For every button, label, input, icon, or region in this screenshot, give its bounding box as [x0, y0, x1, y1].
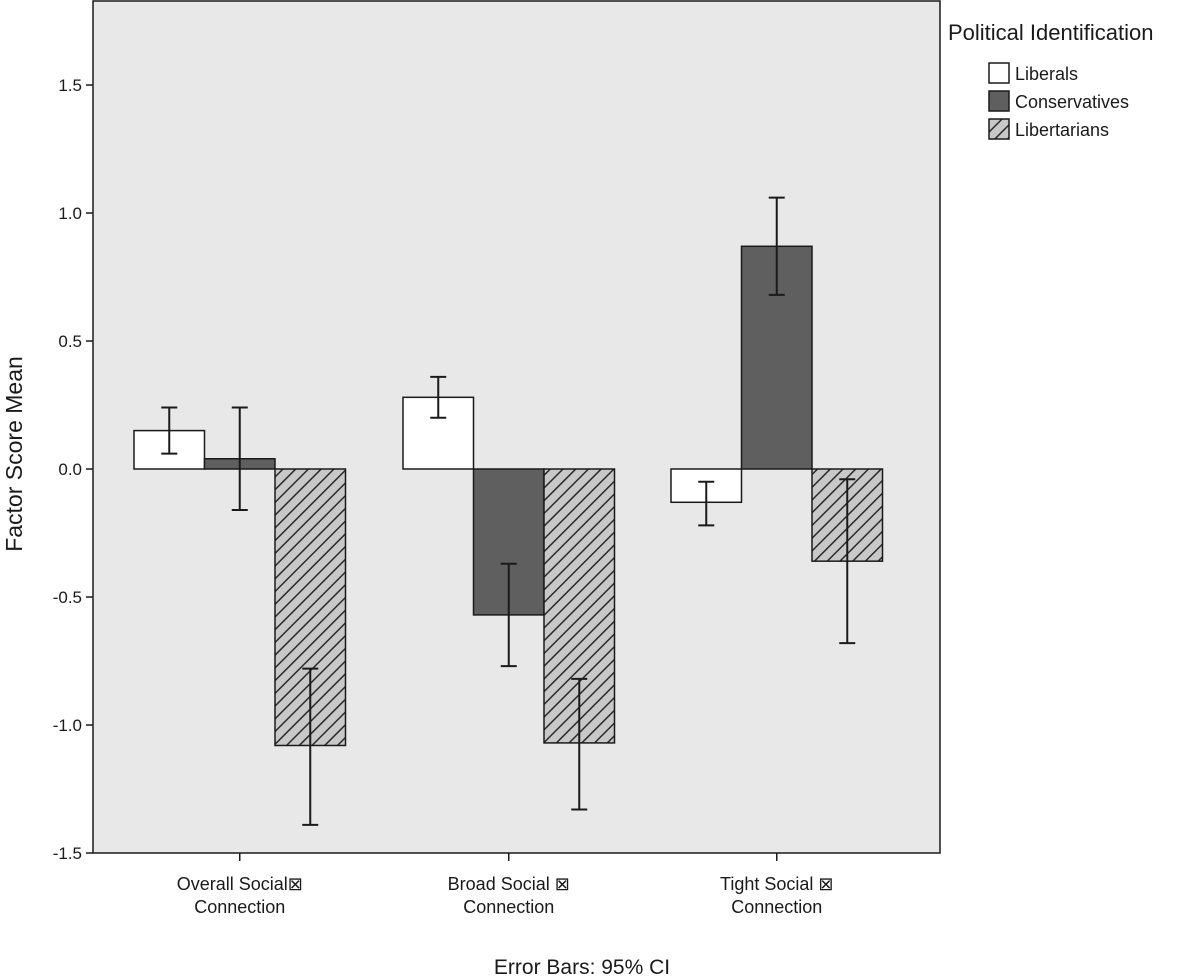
x-tick-label-line1: Broad Social ⊠: [448, 874, 570, 894]
legend: Political Identification Liberals Conserv…: [948, 20, 1153, 140]
x-tick-label-line2: Connection: [731, 897, 822, 917]
legend-swatch-libertarians: [988, 118, 1010, 140]
plot-area: [92, 0, 941, 854]
legend-swatch-conservatives: [988, 90, 1010, 112]
legend-items: Liberals Conservatives Libertarians: [988, 62, 1129, 140]
legend-title: Political Identification: [948, 20, 1153, 45]
y-tick-label: 1.0: [58, 204, 82, 223]
legend-label-liberals: Liberals: [1015, 64, 1078, 84]
error-bars-group: [161, 196, 856, 826]
y-tick-label: 0.5: [58, 332, 82, 351]
legend-swatch-liberals: [988, 62, 1010, 84]
x-tick-label-line1: Tight Social ⊠: [720, 874, 833, 894]
error-bar-conservatives-2: [768, 196, 785, 296]
x-tick-label-line2: Connection: [194, 897, 285, 917]
error-bar-libertarians-0: [302, 667, 319, 826]
error-bar-libertarians-2: [839, 478, 856, 645]
y-tick-label: -0.5: [53, 588, 82, 607]
x-axis: Overall Social⊠ Connection Broad Social ⊠ C…: [177, 853, 833, 917]
error-bar-libertarians-1: [571, 677, 588, 811]
x-tick-label-line1: Overall Social⊠: [177, 874, 303, 894]
legend-label-conservatives: Conservatives: [1015, 92, 1129, 112]
footnote: Error Bars: 95% CI: [494, 956, 670, 976]
error-bar-liberals-1: [430, 375, 447, 419]
y-axis-title: Factor Score Mean: [1, 356, 27, 552]
error-bar-conservatives-0: [231, 406, 248, 511]
legend-label-libertarians: Libertarians: [1015, 120, 1109, 140]
y-axis: 1.5 1.0 0.5 0.0 -0.5 -1.0 -1.5: [53, 76, 93, 863]
error-bar-liberals-2: [698, 480, 715, 527]
x-tick-label-line2: Connection: [463, 897, 554, 917]
error-bar-conservatives-1: [500, 562, 517, 668]
y-tick-label: -1.5: [53, 844, 82, 863]
y-tick-label: 0.0: [58, 460, 82, 479]
error-bar-liberals-0: [161, 406, 178, 455]
y-tick-label: 1.5: [58, 76, 82, 95]
y-tick-label: -1.0: [53, 716, 82, 735]
